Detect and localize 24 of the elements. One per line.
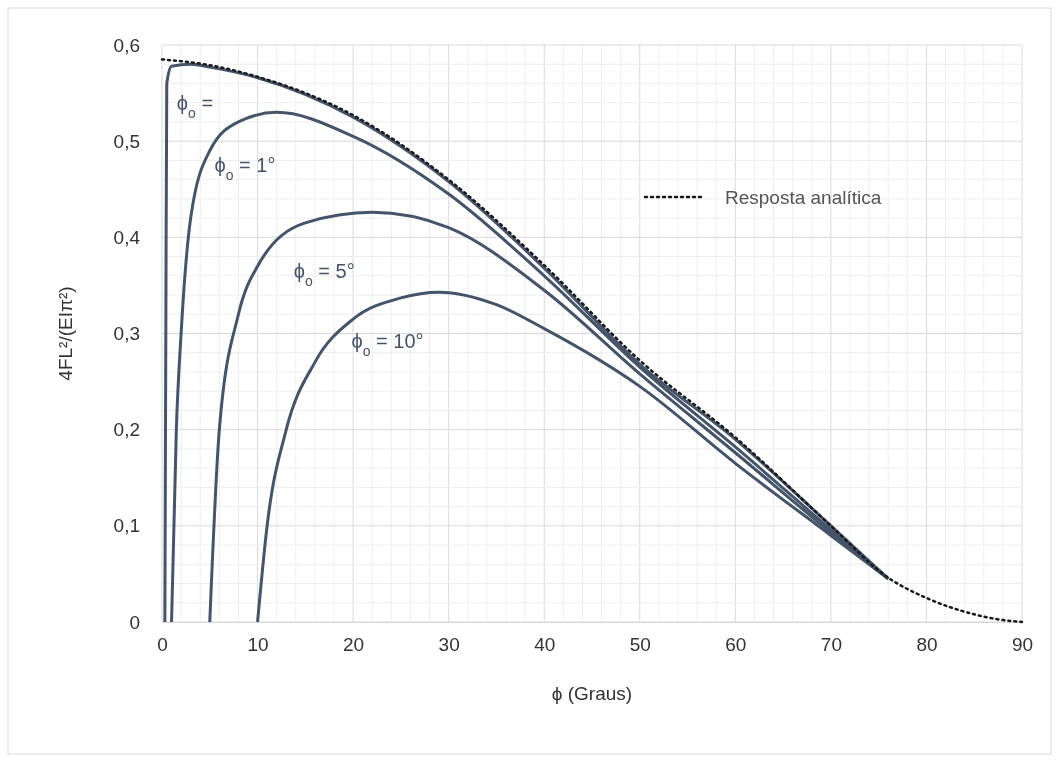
y-tick-label: 0,3 <box>113 323 140 345</box>
series-label: ϕ$_{o}$ = 5° <box>293 260 355 290</box>
legend-label: Resposta analítica <box>725 187 882 208</box>
x-tick-label: 10 <box>247 634 269 656</box>
y-tick-label: 0,1 <box>113 515 140 537</box>
x-axis-title: ϕ (Graus) <box>551 683 633 704</box>
y-tick-label: 0,5 <box>113 130 140 152</box>
y-tick-label: 0,4 <box>113 226 141 248</box>
x-tick-label: 40 <box>534 634 556 656</box>
x-tick-label: 50 <box>629 634 651 656</box>
series-label: ϕ$_{o}$ = <box>176 92 214 122</box>
x-tick-label: 30 <box>438 634 460 656</box>
series-label: ϕ$_{o}$ = 10° <box>351 330 424 360</box>
series-label: ϕ$_{o}$ = 1° <box>214 154 276 184</box>
y-tick-label: 0 <box>129 611 140 633</box>
y-tick-label: 0,6 <box>113 34 140 56</box>
x-tick-label: 60 <box>725 634 747 656</box>
x-tick-label: 0 <box>157 634 168 656</box>
y-axis-title: 4FL²/(EIπ²) <box>55 286 76 381</box>
x-tick-label: 90 <box>1011 634 1034 656</box>
x-tick-label: 70 <box>820 634 842 656</box>
y-tick-label: 0,2 <box>113 419 140 441</box>
x-tick-label: 20 <box>343 634 365 656</box>
x-tick-label: 80 <box>916 634 938 656</box>
